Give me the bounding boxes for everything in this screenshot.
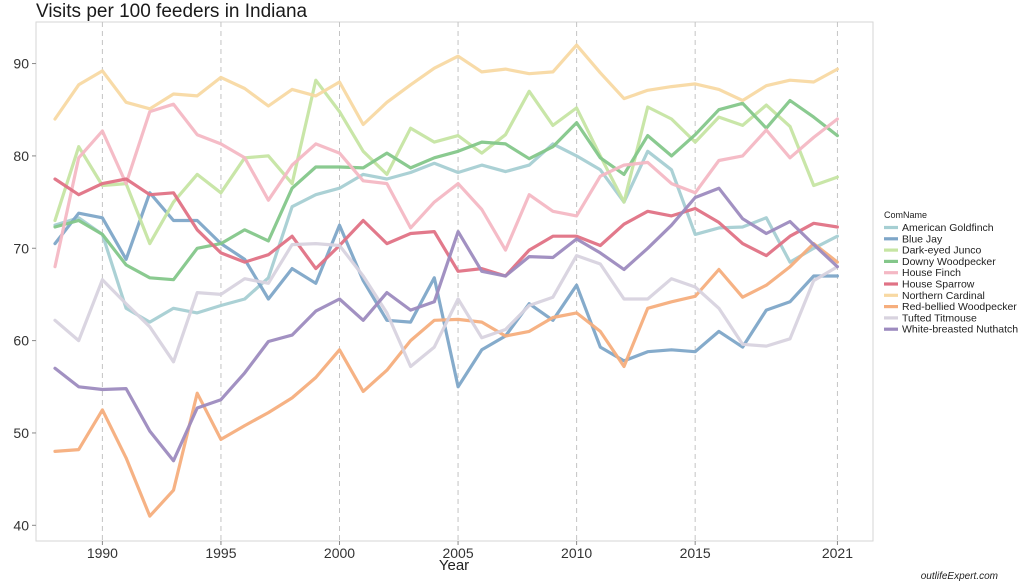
x-tick-label: 2010 [561, 545, 592, 561]
legend-label-red-bellied-woodpecker: Red-bellied Woodpecker [902, 301, 1017, 313]
legend-label-downy-woodpecker: Downy Woodpecker [902, 256, 996, 268]
y-tick-label: 70 [13, 240, 29, 256]
legend-title: ComName [884, 210, 927, 220]
legend-label-northern-cardinal: Northern Cardinal [902, 290, 985, 302]
legend-label-american-goldfinch: American Goldfinch [902, 222, 994, 234]
series-line-dark-eyed-junco [53, 78, 840, 246]
x-tick-label: 1995 [205, 545, 236, 561]
series-line-house-sparrow [53, 177, 840, 278]
credit-text: outlifeExpert.com [920, 571, 998, 582]
y-tick-label: 60 [13, 333, 29, 349]
x-grid [101, 22, 838, 541]
x-tick-label: 1990 [87, 545, 118, 561]
series-line-white-breasted-nuthatch [53, 186, 840, 463]
series-line-blue-jay [53, 191, 840, 389]
legend-label-dark-eyed-junco: Dark-eyed Junco [902, 245, 982, 257]
series-line-house-finch [53, 102, 840, 269]
y-tick-label: 90 [13, 56, 29, 72]
series-line-downy-woodpecker [53, 98, 840, 282]
series-line-northern-cardinal [53, 43, 840, 127]
legend-label-blue-jay: Blue Jay [902, 233, 943, 245]
series-lines [53, 43, 840, 518]
y-tick-label: 50 [13, 425, 29, 441]
series-line-tufted-titmouse [53, 242, 840, 369]
x-tick-label: 2021 [822, 545, 853, 561]
series-line-american-goldfinch [53, 142, 840, 324]
axes: 40 50 60 70 80 90 1990 1995 2000 2005 2010 2015 2021 [13, 56, 853, 561]
chart-title: Visits per 100 feeders in Indiana [36, 1, 308, 22]
x-axis-title: Year [439, 557, 469, 574]
x-tick-label: 2005 [442, 545, 473, 561]
y-tick-label: 40 [13, 517, 29, 533]
x-tick-label: 2000 [324, 545, 355, 561]
x-tick-label: 2015 [680, 545, 711, 561]
legend-label-house-sparrow: House Sparrow [902, 279, 975, 291]
legend-label-house-finch: House Finch [902, 267, 961, 279]
legend-label-tufted-titmouse: Tufted Titmouse [902, 312, 977, 324]
y-tick-label: 80 [13, 148, 29, 164]
legend-label-white-breasted-nuthatch: White-breasted Nuthatch [902, 324, 1018, 336]
